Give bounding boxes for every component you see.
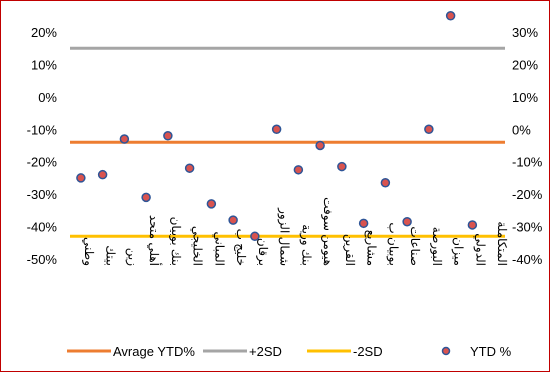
- category-label: المتكاملة: [495, 221, 509, 266]
- data-point: [163, 131, 173, 141]
- data-points: [76, 11, 478, 242]
- category-label: بوبيان ب: [386, 222, 400, 266]
- category-label: الدولي: [473, 233, 487, 266]
- data-point: [358, 218, 369, 229]
- category-label: أهلي متحد: [147, 215, 162, 266]
- data-point: [184, 163, 195, 173]
- category-label: بنك بوبيان: [169, 217, 183, 266]
- left-tick-label: 20%: [31, 25, 57, 40]
- data-point: [250, 231, 260, 242]
- data-point: [119, 134, 130, 144]
- right-tick-label: -20%: [512, 187, 543, 202]
- data-point: [445, 11, 456, 21]
- right-tick-label: 0%: [512, 122, 531, 137]
- data-point: [380, 178, 391, 188]
- legend: Avrage YTD% +2SD -2SD YTD %: [67, 344, 512, 359]
- legend-label: YTD %: [470, 344, 512, 359]
- right-tick-label: 20%: [512, 57, 538, 72]
- legend-label: -2SD: [353, 344, 383, 359]
- legend-item: -2SD: [307, 344, 383, 359]
- data-point: [206, 199, 217, 209]
- data-point: [97, 169, 108, 180]
- left-tick-label: -10%: [27, 122, 58, 137]
- left-tick-label: 10%: [31, 57, 57, 72]
- data-point: [76, 173, 86, 183]
- data-point: [293, 165, 304, 175]
- right-tick-label: -30%: [512, 220, 543, 235]
- right-tick-label: 30%: [512, 25, 538, 40]
- left-axis: 20% 10% 0% -10% -20% -30% -40% -50%: [27, 25, 58, 267]
- legend-swatch: [441, 346, 451, 356]
- data-point: [271, 124, 282, 135]
- data-point: [141, 192, 151, 203]
- data-point: [467, 220, 478, 230]
- legend-item: +2SD: [203, 344, 282, 359]
- category-label: المباني: [212, 231, 226, 266]
- category-label: البورصة: [430, 227, 444, 266]
- category-label: ميزان: [452, 237, 466, 266]
- reference-lines: [70, 46, 505, 238]
- legend-item: YTD %: [441, 344, 512, 359]
- category-label: مشاريع: [365, 230, 379, 266]
- legend-label: +2SD: [249, 344, 282, 359]
- left-tick-label: 0%: [38, 90, 57, 105]
- right-tick-label: -10%: [512, 155, 543, 170]
- category-label: بيتك: [104, 245, 118, 266]
- right-axis: 30% 20% 10% 0% -10% -20% -30% -40%: [512, 25, 543, 267]
- left-tick-label: -30%: [27, 187, 58, 202]
- category-label: صناعات: [408, 226, 422, 266]
- category-label: الخليجي: [191, 226, 205, 266]
- left-tick-label: -20%: [27, 155, 58, 170]
- data-point: [228, 215, 238, 225]
- left-tick-label: -40%: [27, 220, 58, 235]
- category-label: خليج ب: [234, 229, 248, 266]
- category-label: زين: [125, 248, 139, 266]
- category-label: القرين: [343, 234, 357, 266]
- category-label: برقان: [256, 238, 270, 266]
- data-point: [337, 161, 347, 172]
- data-point: [315, 140, 325, 151]
- data-point: [424, 124, 434, 135]
- category-label: هيومن سوفت: [321, 197, 335, 266]
- left-tick-label: -50%: [27, 252, 58, 267]
- legend-item: Avrage YTD%: [67, 344, 195, 359]
- legend-label: Avrage YTD%: [113, 344, 195, 359]
- category-label: وطني: [82, 237, 96, 266]
- category-label: بنك ورية: [299, 224, 313, 266]
- right-tick-label: -40%: [512, 252, 543, 267]
- category-label: شمال الزور: [278, 207, 292, 266]
- data-point: [402, 216, 412, 227]
- category-axis: وطني بيتك زين أهلي متحد بنك بوبيان الخليجي الم…: [82, 197, 509, 266]
- right-tick-label: 10%: [512, 90, 538, 105]
